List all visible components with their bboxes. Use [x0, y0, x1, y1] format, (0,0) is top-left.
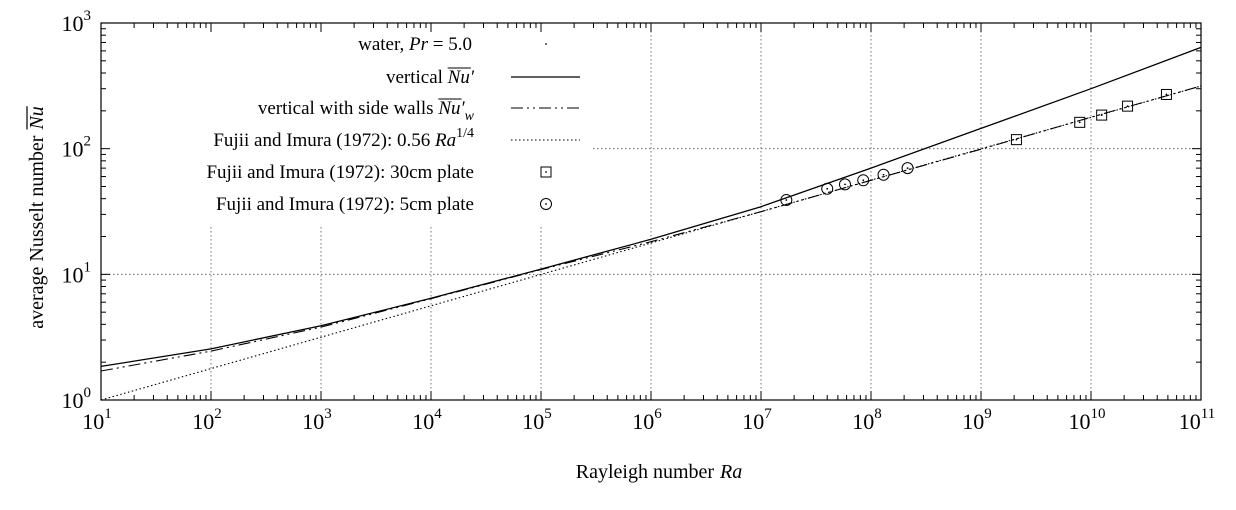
series-4-point-center — [826, 187, 829, 190]
legend-label-5cm-plate: Fujii and Imura (1972): 5cm plate — [216, 194, 474, 215]
legend-header: water, Pr = 5.0 — [358, 34, 472, 55]
x-tick-label: 108 — [852, 406, 882, 434]
series-3-point — [1096, 109, 1108, 121]
series-4-point-center — [882, 173, 885, 176]
series-4-point — [857, 174, 870, 187]
x-tick-labels: 101 102 103 104 105 106 107 108 109 1010 1011 — [82, 406, 1215, 434]
series-4-point — [821, 182, 834, 195]
series-4-point — [901, 162, 914, 175]
x-tick-label: 102 — [192, 406, 222, 434]
series-4-point — [877, 168, 890, 181]
series-3-point — [1160, 88, 1172, 100]
series-4-point — [838, 178, 851, 191]
x-tick-label: 1010 — [1069, 406, 1106, 434]
series-4-point-center — [906, 167, 909, 170]
x-tick-label: 103 — [302, 406, 332, 434]
series-3-point-center — [1078, 121, 1081, 124]
legend-label-vertical: vertical Nu′ — [386, 67, 475, 88]
x-tick-label: 106 — [632, 406, 662, 434]
series-4-point-center — [785, 199, 788, 201]
y-tick-labels: 100 101 102 103 — [62, 8, 92, 413]
legend-samples — [438, 43, 580, 210]
x-tick-label: 105 — [522, 406, 552, 434]
series-4-point-center — [862, 179, 865, 182]
y-tick-label: 102 — [62, 134, 92, 162]
legend-box — [103, 25, 591, 225]
y-tick-label: 101 — [62, 259, 92, 287]
axis-ticks — [100, 23, 1202, 401]
series-3-point-center — [1100, 114, 1103, 116]
x-tick-label: 107 — [742, 406, 772, 434]
series-3-point-center — [1165, 93, 1168, 96]
legend-sample-3 — [540, 166, 552, 178]
x-tick-label: 101 — [82, 406, 112, 434]
x-tick-label: 1011 — [1179, 406, 1215, 434]
x-axis-label: Rayleigh number Ra — [576, 461, 743, 483]
series-3-point — [1010, 134, 1022, 146]
series-0-line — [100, 46, 1202, 368]
y-tick-label: 103 — [62, 8, 92, 36]
series-markers — [780, 88, 1172, 207]
legend-sample-header — [545, 43, 547, 45]
legend-background — [103, 25, 591, 225]
series-4-point-center — [844, 183, 846, 186]
y-tick-label: 100 — [62, 385, 92, 413]
series-3-point — [1122, 100, 1134, 112]
legend-label-side-walls: vertical with side walls Nu′w — [258, 98, 475, 124]
legend-sample-4 — [540, 198, 552, 210]
x-tick-label: 109 — [962, 406, 992, 434]
legend: water, Pr = 5.0 vertical Nu′ vertical wi… — [206, 34, 580, 215]
legend-sample-center-4 — [545, 203, 547, 205]
legend-sample-center-3 — [545, 171, 547, 173]
x-tick-label: 104 — [412, 406, 442, 434]
series-3-point-center — [1015, 138, 1018, 141]
series-3-point — [1074, 116, 1086, 128]
series-3-point-center — [1126, 105, 1129, 108]
series-4-point — [780, 194, 793, 207]
legend-label-correlation: Fujii and Imura (1972): 0.56 Ra1/4 — [213, 126, 474, 151]
series-2-line — [100, 85, 1202, 401]
legend-label-30cm-plate: Fujii and Imura (1972): 30cm plate — [206, 162, 474, 183]
y-axis-label: average Nusselt numberNu — [26, 106, 48, 329]
series-curves — [100, 46, 1202, 401]
